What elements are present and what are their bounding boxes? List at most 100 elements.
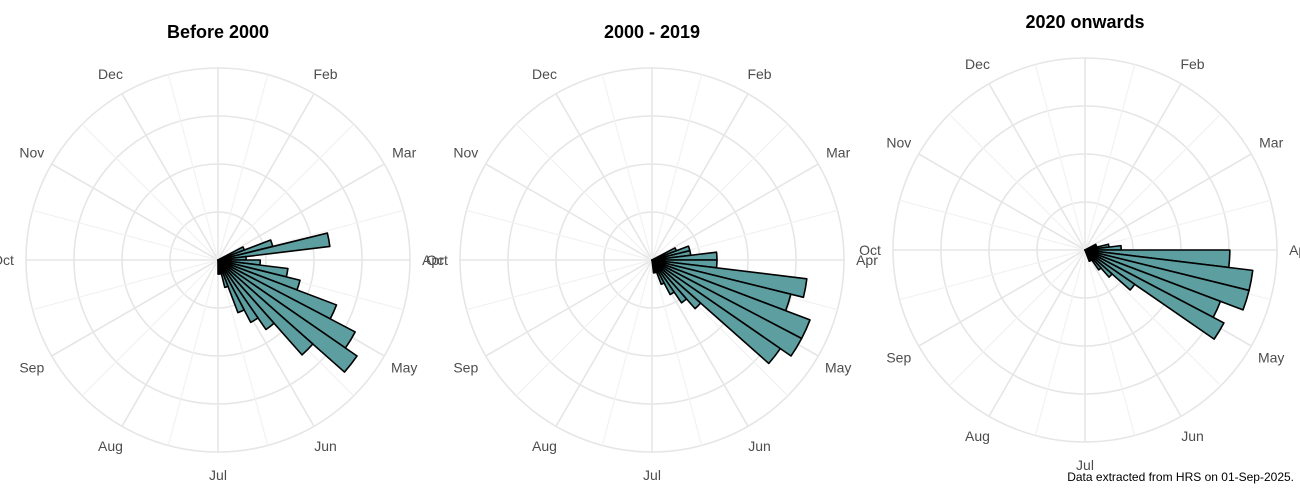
month-label-oct: Oct: [859, 242, 881, 258]
grid-spoke: [555, 259, 653, 427]
grid-spoke: [81, 259, 219, 397]
grid-spoke: [651, 123, 789, 261]
month-label-mar: Mar: [826, 145, 850, 161]
grid-spoke: [948, 249, 1086, 387]
month-label-oct: Oct: [0, 252, 14, 268]
week-bar: [217, 232, 331, 261]
week-bar: [217, 259, 358, 373]
month-label-feb: Feb: [313, 66, 337, 82]
grid-spoke: [466, 209, 653, 261]
grid-spoke: [515, 123, 653, 261]
chart-title: Before 2000: [167, 22, 269, 42]
month-label-may: May: [1258, 350, 1284, 366]
week-bar: [651, 259, 688, 304]
month-label-sep: Sep: [19, 360, 44, 376]
month-label-may: May: [825, 360, 851, 376]
grid-spoke: [555, 93, 653, 261]
week-bar: [1084, 249, 1225, 340]
grid-spoke: [217, 259, 269, 446]
week-bar: [217, 259, 221, 275]
grid-spoke: [1084, 153, 1252, 251]
month-label-nov: Nov: [453, 145, 478, 161]
grid-spoke: [988, 249, 1086, 417]
month-label-may: May: [391, 360, 417, 376]
grid-spoke: [32, 259, 219, 311]
grid-spoke: [1084, 199, 1271, 251]
grid-spoke: [601, 74, 653, 261]
month-label-feb: Feb: [747, 66, 771, 82]
month-label-jun: Jun: [1181, 428, 1204, 444]
month-label-mar: Mar: [392, 145, 416, 161]
week-bar: [217, 259, 275, 331]
month-label-sep: Sep: [886, 350, 911, 366]
month-label-nov: Nov: [886, 135, 911, 151]
polar-chart-1: Before 2000 Feb Mar Apr May Jun Jul Aug Sep Oct No…: [0, 22, 444, 483]
grid-spoke: [651, 163, 819, 261]
grid-spoke: [217, 93, 315, 261]
month-label-aug: Aug: [965, 428, 990, 444]
month-label-apr: Apr: [422, 252, 444, 268]
grid-spoke: [899, 199, 1086, 251]
month-label-dec: Dec: [98, 66, 123, 82]
month-label-apr: Apr: [1289, 242, 1300, 258]
month-label-mar: Mar: [1259, 135, 1283, 151]
month-label-oct: Oct: [426, 252, 448, 268]
grid-spoke: [1084, 249, 1182, 417]
grid-spoke: [601, 259, 653, 446]
grid-spoke: [466, 259, 653, 311]
grid-spoke: [167, 259, 219, 446]
month-label-dec: Dec: [532, 66, 557, 82]
week-bar: [651, 259, 675, 296]
chart-title: 2020 onwards: [1025, 12, 1144, 32]
month-label-apr: Apr: [856, 252, 878, 268]
grid-spoke: [485, 259, 653, 357]
grid-spoke: [51, 259, 219, 357]
week-bar: [1084, 249, 1092, 263]
grid-spoke: [1034, 64, 1086, 251]
grid-spoke: [121, 259, 219, 427]
grid-spoke: [918, 249, 1086, 347]
month-label-jul: Jul: [643, 467, 661, 483]
data-source-caption: Data extracted from HRS on 01-Sep-2025.: [1067, 470, 1294, 484]
grid-spoke: [217, 74, 269, 261]
week-bar: [217, 259, 314, 356]
grid-spoke: [1084, 83, 1182, 251]
grid-spoke: [167, 74, 219, 261]
grid-spoke: [1034, 249, 1086, 436]
week-bar: [651, 259, 656, 274]
month-label-jun: Jun: [748, 438, 771, 454]
month-label-nov: Nov: [19, 145, 44, 161]
grid-spoke: [515, 259, 653, 397]
month-label-jul: Jul: [1076, 457, 1094, 473]
grid-spoke: [918, 153, 1086, 251]
grid-spoke: [948, 113, 1086, 251]
grid-spoke: [51, 163, 219, 261]
week-bar: [651, 259, 782, 365]
week-bar: [651, 259, 803, 357]
grid-spoke: [121, 93, 219, 261]
grid-spoke: [651, 259, 703, 446]
month-label-dec: Dec: [965, 56, 990, 72]
grid-spoke: [485, 163, 653, 261]
month-label-aug: Aug: [532, 438, 557, 454]
grid-spoke: [899, 249, 1086, 301]
grid-spoke: [988, 83, 1086, 251]
month-label-aug: Aug: [98, 438, 123, 454]
grid-spoke: [1084, 249, 1136, 436]
polar-chart-3: 2020 onwards Feb Mar Apr May Jun Jul Aug Sep Oct N…: [859, 12, 1300, 473]
week-bar: [217, 259, 245, 314]
grid-spoke: [1084, 113, 1222, 251]
polar-chart-2: 2000 - 2019 Feb Mar Apr May Jun Jul Aug Sep Oct No…: [426, 22, 878, 483]
month-label-jul: Jul: [209, 467, 227, 483]
grid-spoke: [32, 209, 219, 261]
chart-title: 2000 - 2019: [604, 22, 700, 42]
grid-spoke: [217, 163, 385, 261]
grid-spoke: [81, 123, 219, 261]
grid-spoke: [651, 74, 703, 261]
grid-spoke: [1084, 64, 1136, 251]
week-bar: [217, 259, 259, 324]
grid-spoke: [217, 123, 355, 261]
month-label-jun: Jun: [314, 438, 337, 454]
month-label-sep: Sep: [453, 360, 478, 376]
